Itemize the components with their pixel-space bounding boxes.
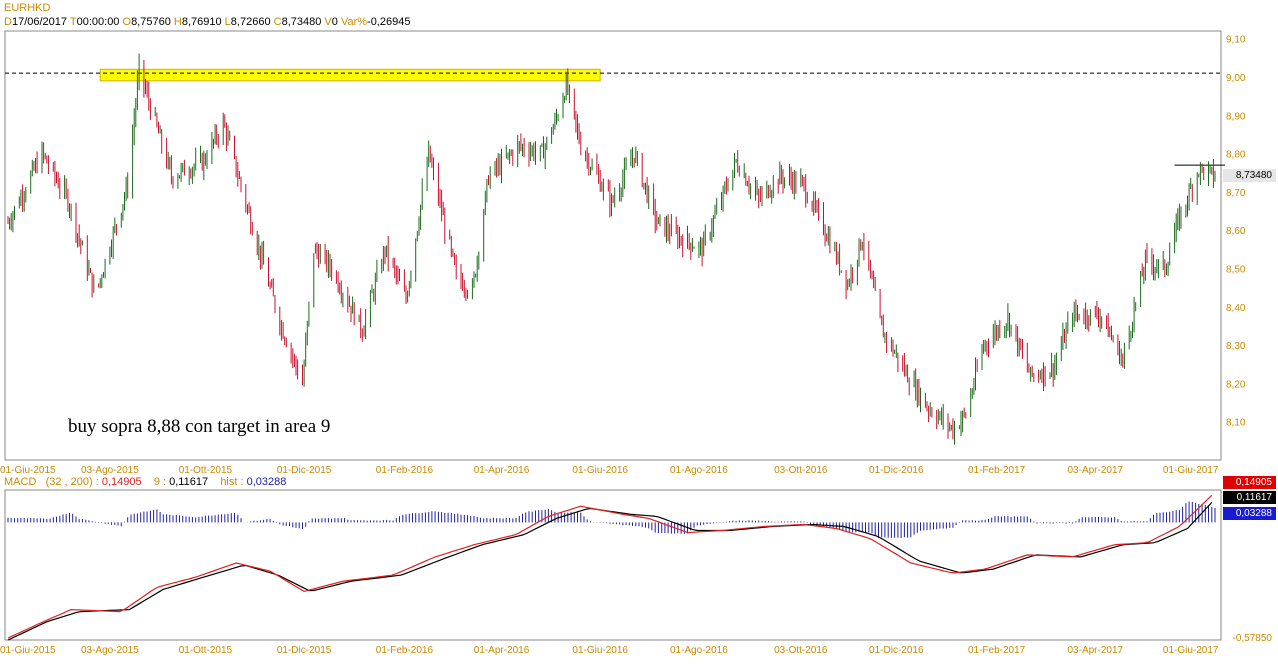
ohlc-readout: D17/06/2017 T00:00:00 O8,75760 H8,76910 … bbox=[4, 16, 410, 29]
y-tick-label: 8,90 bbox=[1226, 111, 1246, 122]
y-tick-label: 9,00 bbox=[1226, 73, 1246, 84]
low-key: L bbox=[224, 16, 231, 28]
x-tick-label: 03-Apr-2017 bbox=[1068, 465, 1124, 476]
y-tick-label: 8,80 bbox=[1226, 150, 1246, 161]
y-tick-label: 8,70 bbox=[1226, 188, 1246, 199]
time-key: T bbox=[69, 16, 77, 28]
low-value: 8,72660 bbox=[230, 16, 271, 28]
macd-x-tick-label: 01-Ott-2015 bbox=[179, 645, 233, 656]
x-tick-label: 01-Ott-2015 bbox=[179, 465, 233, 476]
signal-value-badge: 0,11617 bbox=[1223, 491, 1276, 504]
price-panel-frame bbox=[4, 30, 1222, 461]
x-tick-label: 03-Ott-2016 bbox=[774, 465, 828, 476]
x-tick-label: 01-Ago-2016 bbox=[670, 465, 728, 476]
macd-value: 0,14905 bbox=[101, 476, 142, 488]
volume-value: 0 bbox=[331, 16, 338, 28]
var-value: -0,26945 bbox=[367, 16, 411, 28]
macd-x-tick-label: 01-Giu-2016 bbox=[572, 645, 628, 656]
hist-key: hist bbox=[220, 476, 238, 488]
macd-x-tick-label: 01-Giu-2015 bbox=[0, 645, 56, 656]
x-tick-label: 03-Ago-2015 bbox=[81, 465, 139, 476]
x-tick-label: 01-Giu-2015 bbox=[0, 465, 56, 476]
high-key: H bbox=[173, 16, 182, 28]
x-tick-label: 01-Dic-2015 bbox=[277, 465, 332, 476]
signal-key: 9 bbox=[153, 476, 160, 488]
symbol-title: EURHKD bbox=[4, 2, 51, 14]
date-value: 17/06/2017 bbox=[11, 16, 68, 28]
macd-line bbox=[7, 494, 1213, 639]
macd-x-tick-label: 01-Feb-2017 bbox=[968, 645, 1026, 656]
volume-key: V bbox=[324, 16, 332, 28]
macd-x-tick-label: 03-Ott-2016 bbox=[774, 645, 828, 656]
macd-params: (32 , 200) bbox=[45, 476, 93, 488]
y-tick-label: 8,40 bbox=[1226, 303, 1246, 314]
macd-x-tick-label: 01-Dic-2015 bbox=[277, 645, 332, 656]
x-tick-label: 01-Feb-2017 bbox=[968, 465, 1026, 476]
date-key: D bbox=[4, 16, 12, 28]
x-tick-label: 01-Dic-2016 bbox=[869, 465, 924, 476]
macd-panel-frame bbox=[4, 489, 1222, 641]
macd-readout: MACD (32 , 200) : 0,14905 9 : 0,11617 hi… bbox=[4, 476, 287, 488]
x-tick-label: 01-Giu-2016 bbox=[572, 465, 628, 476]
highlight-band bbox=[99, 68, 601, 82]
macd-value-badge: 0,14905 bbox=[1223, 476, 1276, 489]
signal-value: 0,11617 bbox=[169, 476, 209, 488]
macd-x-tick-label: 01-Apr-2016 bbox=[474, 645, 530, 656]
macd-x-tick-label: 01-Giu-2017 bbox=[1163, 645, 1219, 656]
macd-x-tick-label: 03-Ago-2015 bbox=[81, 645, 139, 656]
y-tick-label: 8,20 bbox=[1226, 379, 1246, 390]
open-value: 8,75760 bbox=[131, 16, 171, 28]
y-tick-label: 8,60 bbox=[1226, 226, 1246, 237]
close-key: C bbox=[273, 16, 282, 28]
last-price-badge: 8,73480 bbox=[1223, 169, 1276, 182]
y-tick-label: 8,10 bbox=[1226, 418, 1246, 429]
hist-value-badge: 0,03288 bbox=[1223, 507, 1276, 520]
x-tick-label: 01-Apr-2016 bbox=[474, 465, 530, 476]
y-tick-label: 8,50 bbox=[1226, 265, 1246, 276]
macd-x-tick-label: 01-Feb-2016 bbox=[376, 645, 434, 656]
close-value: 8,73480 bbox=[281, 16, 322, 28]
var-key: Var% bbox=[340, 16, 368, 28]
x-tick-label: 01-Feb-2016 bbox=[376, 465, 434, 476]
macd-min-label: -0,57850 bbox=[1232, 633, 1272, 644]
hist-value: 0,03288 bbox=[246, 476, 287, 488]
time-value: 00:00:00 bbox=[76, 16, 120, 28]
y-tick-label: 8,30 bbox=[1226, 341, 1246, 352]
macd-x-tick-label: 01-Ago-2016 bbox=[670, 645, 728, 656]
macd-x-tick-label: 03-Apr-2017 bbox=[1068, 645, 1124, 656]
x-tick-label: 01-Giu-2017 bbox=[1163, 465, 1219, 476]
high-value: 8,76910 bbox=[181, 16, 222, 28]
y-tick-label: 9,10 bbox=[1226, 35, 1246, 46]
chart-annotation: buy sopra 8,88 con target in area 9 bbox=[68, 416, 330, 437]
macd-x-tick-label: 01-Dic-2016 bbox=[869, 645, 924, 656]
macd-name: MACD bbox=[4, 476, 37, 488]
open-key: O bbox=[122, 16, 132, 28]
